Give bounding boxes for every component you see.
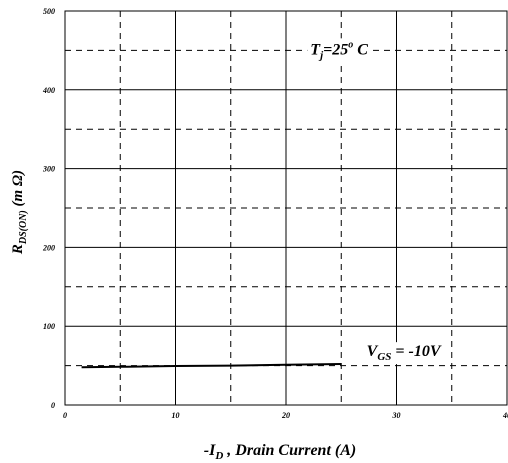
x-tick-label-20: 20 [281, 411, 290, 420]
x-tick-label-10: 10 [172, 411, 180, 420]
y-tick-label-0: 0 [51, 401, 55, 410]
annotation-bg-vgs [363, 342, 445, 365]
y-tick-label-500: 500 [43, 7, 55, 16]
x-tick-label-0: 0 [63, 411, 67, 420]
grid-layer [65, 11, 507, 405]
tick-labels: 0102030400100200300400500 [42, 7, 508, 420]
annotation-tj: Tj=25o C [307, 38, 372, 63]
annotation-vgs: VGS = -10V [363, 342, 445, 365]
y-tick-label-300: 300 [42, 165, 55, 174]
x-tick-label-40: 40 [502, 411, 508, 420]
plot-area-frame [64, 10, 508, 406]
series-line-0 [81, 363, 342, 369]
annotation-bg-tj [307, 38, 372, 63]
x-axis-title: -ID , Drain Current (A) [204, 442, 356, 462]
y-tick-label-100: 100 [43, 322, 55, 331]
annotation-text-vgs: VGS = -10V [367, 343, 442, 363]
annotations: Tj=25o C VGS = -10V [307, 38, 445, 365]
x-tick-label-30: 30 [392, 411, 401, 420]
series-layer [81, 363, 342, 369]
y-axis-title: RDS(ON) (m Ω) [10, 170, 29, 255]
annotation-text-tj: Tj=25o C [310, 39, 368, 61]
y-tick-label-400: 400 [42, 86, 55, 95]
y-tick-label-200: 200 [42, 243, 55, 252]
